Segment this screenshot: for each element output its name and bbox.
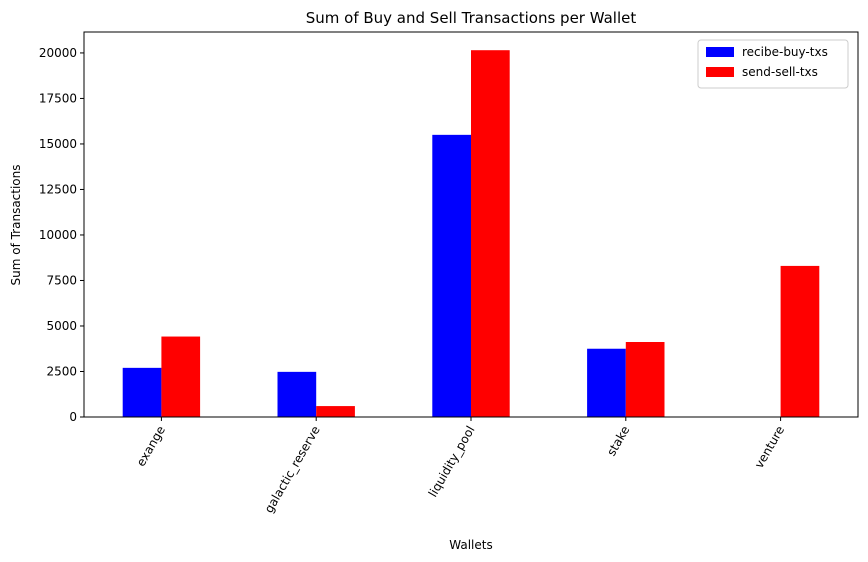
plot-area: 0 2500 5000 7500 10000 12500 15000 17500 20000 ex… [39, 31, 859, 516]
legend-swatch-recibe-buy-txs [706, 47, 734, 57]
legend-box [697, 39, 849, 89]
y-tick-label: 2500 [46, 364, 77, 378]
legend: recibe-buy-txs send-sell-txs [697, 39, 849, 89]
x-tick-label-stake: stake [604, 424, 632, 459]
x-tick-label-venture: venture [752, 424, 787, 471]
bar-send-sell-txs-exange [161, 336, 201, 417]
bar-recibe-buy-txs-stake [587, 348, 626, 417]
bar-send-sell-txs-stake [625, 342, 665, 417]
y-tick-label: 15000 [39, 137, 77, 151]
y-tick-label: 12500 [39, 182, 77, 196]
bar-recibe-buy-txs-exange [122, 367, 162, 417]
y-tick-label: 0 [69, 410, 77, 424]
bar-send-sell-txs-venture [780, 265, 820, 417]
y-tick-label: 17500 [39, 91, 77, 105]
legend-label-send-sell-txs: send-sell-txs [742, 65, 818, 79]
chart-title: Sum of Buy and Sell Transactions per Wal… [306, 9, 637, 27]
y-tick-label: 20000 [39, 46, 77, 60]
y-axis-label: Sum of Transactions [9, 164, 23, 285]
x-tick-label-liquidity_pool: liquidity_pool [426, 424, 478, 500]
y-tick-label: 7500 [46, 273, 77, 287]
legend-label-recibe-buy-txs: recibe-buy-txs [742, 45, 828, 59]
x-axis-label: Wallets [449, 538, 492, 552]
x-tick-label-exange: exange [134, 424, 168, 469]
bar-recibe-buy-txs-liquidity_pool [432, 134, 471, 417]
bar-send-sell-txs-liquidity_pool [471, 50, 510, 417]
y-tick-label: 10000 [39, 228, 77, 242]
bar-send-sell-txs-galactic_reserve [316, 406, 355, 417]
legend-swatch-send-sell-txs [706, 67, 734, 77]
x-tick-label-galactic_reserve: galactic_reserve [262, 424, 323, 516]
bar-recibe-buy-txs-galactic_reserve [277, 371, 317, 417]
y-tick-label: 5000 [46, 319, 77, 333]
